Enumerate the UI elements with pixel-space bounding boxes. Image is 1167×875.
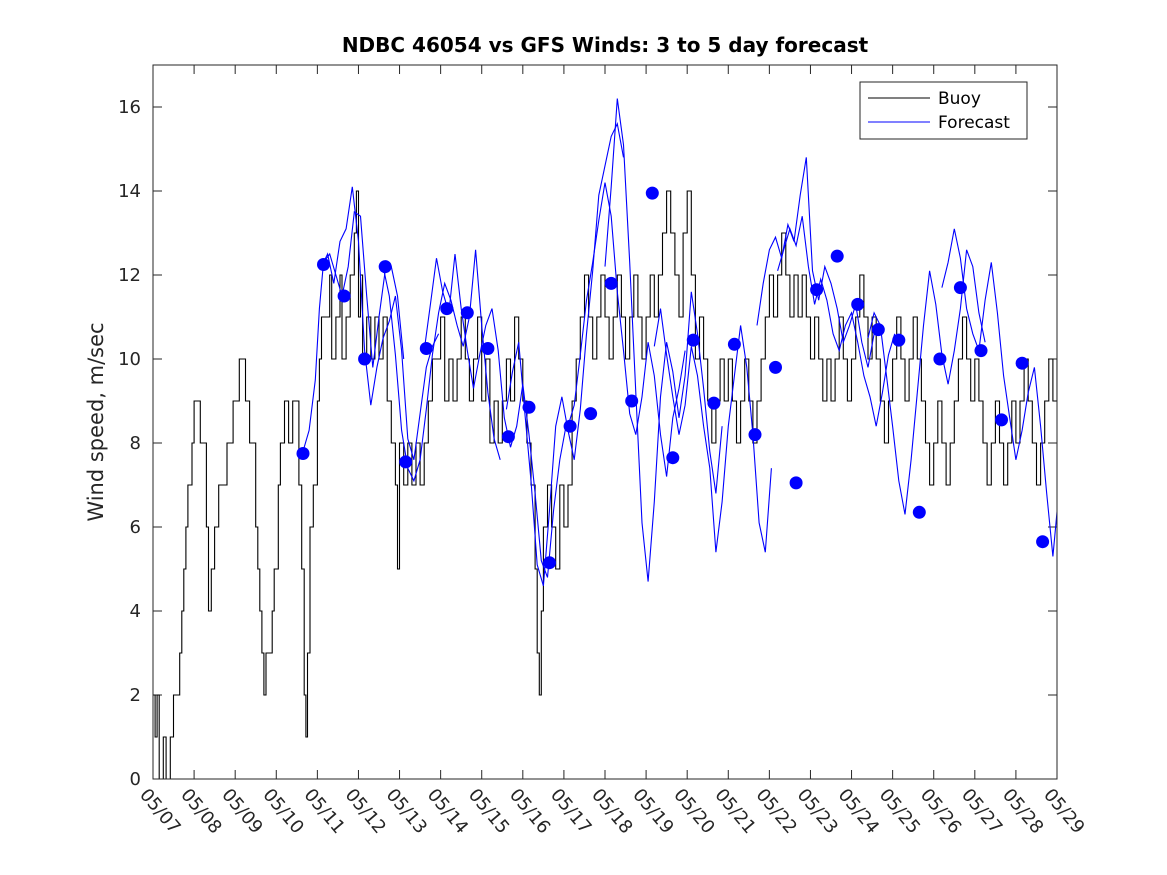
forecast-point xyxy=(563,419,577,433)
forecast-series-line xyxy=(382,249,501,483)
legend: Buoy Forecast xyxy=(859,81,1028,140)
forecast-point xyxy=(892,333,906,347)
forecast-point xyxy=(748,428,762,442)
forecast-series-line xyxy=(567,182,686,477)
y-tick-label: 10 xyxy=(118,349,141,370)
y-tick-label: 14 xyxy=(118,181,141,202)
legend-forecast-label: Forecast xyxy=(938,113,1010,133)
plot-area xyxy=(153,98,1057,779)
y-tick-label: 2 xyxy=(130,685,141,706)
forecast-point xyxy=(337,289,351,303)
forecast-point xyxy=(666,451,680,465)
chart-title: NDBC 46054 vs GFS Winds: 3 to 5 day fore… xyxy=(342,33,869,57)
y-tick-label: 8 xyxy=(130,433,141,454)
y-ticks-group: 0 2 4 6 8 10 12 14 16 xyxy=(118,97,1057,790)
y-axis-label: Wind speed, m/sec xyxy=(84,322,108,521)
forecast-point xyxy=(481,342,495,355)
forecast-point xyxy=(522,400,536,414)
forecast-point xyxy=(378,260,392,274)
forecast-point xyxy=(625,394,639,408)
forecast-point xyxy=(995,413,1008,427)
forecast-point xyxy=(501,430,515,444)
legend-box xyxy=(859,81,1028,140)
forecast-point xyxy=(830,249,844,263)
forecast-point xyxy=(933,352,947,366)
y-tick-label: 6 xyxy=(130,517,141,538)
y-tick-label: 4 xyxy=(130,601,141,622)
forecast-point xyxy=(686,333,700,347)
legend-buoy-label: Buoy xyxy=(938,89,981,109)
forecast-series-line xyxy=(604,98,723,582)
forecast-point xyxy=(810,283,824,297)
forecast-point xyxy=(296,447,310,460)
forecast-series-line xyxy=(777,216,896,427)
forecast-point xyxy=(769,360,782,374)
forecast-point xyxy=(358,352,372,366)
y-tick-label: 0 xyxy=(130,769,141,790)
forecast-point xyxy=(912,505,926,519)
forecast-point xyxy=(584,407,598,421)
forecast-point xyxy=(399,455,413,469)
marker-layer xyxy=(296,186,1050,570)
forecast-point xyxy=(317,258,330,271)
forecast-point xyxy=(974,344,988,358)
forecast-series-line xyxy=(867,249,986,515)
forecast-point xyxy=(419,342,433,355)
forecast-point xyxy=(1036,535,1050,549)
forecast-series-line xyxy=(505,122,625,586)
forecast-series-line xyxy=(653,308,772,553)
forecast-point xyxy=(460,306,474,320)
y-tick-label: 12 xyxy=(118,265,141,286)
forecast-point xyxy=(440,302,454,316)
forecast-point xyxy=(953,281,967,295)
forecast-point xyxy=(727,337,741,351)
forecast-point xyxy=(645,186,659,200)
forecast-series-line xyxy=(321,186,440,460)
forecast-point xyxy=(543,556,556,570)
y-tick-label: 16 xyxy=(118,97,141,118)
forecast-point xyxy=(604,276,618,290)
forecast-point xyxy=(789,476,803,490)
plot-frame xyxy=(152,64,1058,780)
forecast-point xyxy=(851,297,865,311)
forecast-point xyxy=(1015,356,1029,370)
forecast-point xyxy=(707,396,721,410)
forecast-point xyxy=(871,323,885,337)
